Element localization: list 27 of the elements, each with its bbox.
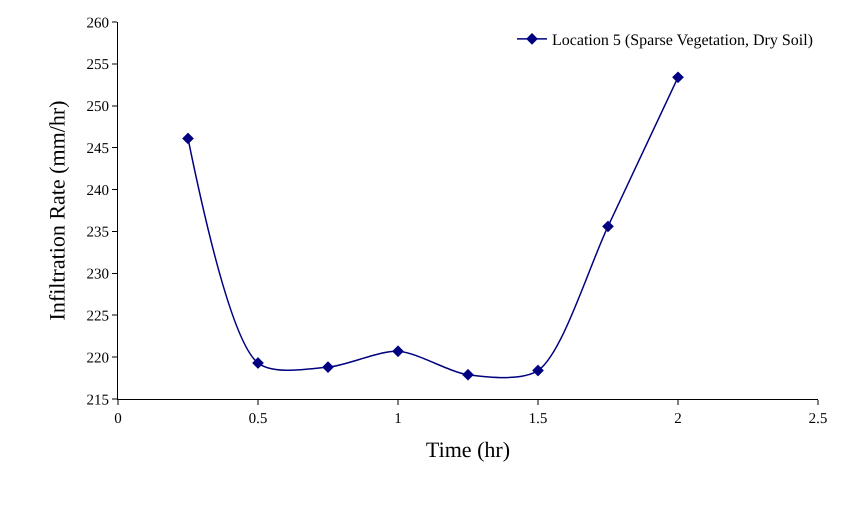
legend-label: Location 5 (Sparse Vegetation, Dry Soil) bbox=[552, 32, 813, 50]
y-tick-label: 215 bbox=[86, 392, 109, 408]
point bbox=[322, 361, 334, 374]
y-tick-label: 230 bbox=[86, 266, 109, 283]
point bbox=[532, 364, 544, 376]
x-tick-label: 0 bbox=[114, 411, 122, 427]
point bbox=[252, 357, 264, 369]
y-tick-label: 240 bbox=[86, 182, 109, 199]
point bbox=[392, 345, 404, 358]
y-tick-label: 220 bbox=[86, 350, 109, 366]
y-tick-label: 245 bbox=[86, 140, 109, 157]
x-tick-label: 2 bbox=[674, 411, 682, 427]
x-tick-label: 1 bbox=[394, 411, 402, 427]
point bbox=[672, 71, 684, 84]
x-tick-label: 0.5 bbox=[248, 411, 268, 427]
y-tick-label: 255 bbox=[86, 57, 109, 74]
point bbox=[602, 220, 614, 232]
x-tick-label: 1.5 bbox=[528, 411, 548, 427]
point bbox=[182, 132, 194, 144]
y-axis-title: Infiltration Rate (mm/hr) bbox=[44, 100, 70, 320]
y-tick-label: 225 bbox=[86, 308, 109, 324]
point bbox=[462, 368, 474, 381]
y-tick-label: 260 bbox=[86, 15, 109, 32]
x-tick-label: 2.5 bbox=[808, 411, 828, 427]
y-tick-label: 235 bbox=[86, 224, 109, 241]
x-axis-title: Time (hr) bbox=[426, 436, 510, 462]
y-tick-label: 250 bbox=[86, 99, 109, 116]
